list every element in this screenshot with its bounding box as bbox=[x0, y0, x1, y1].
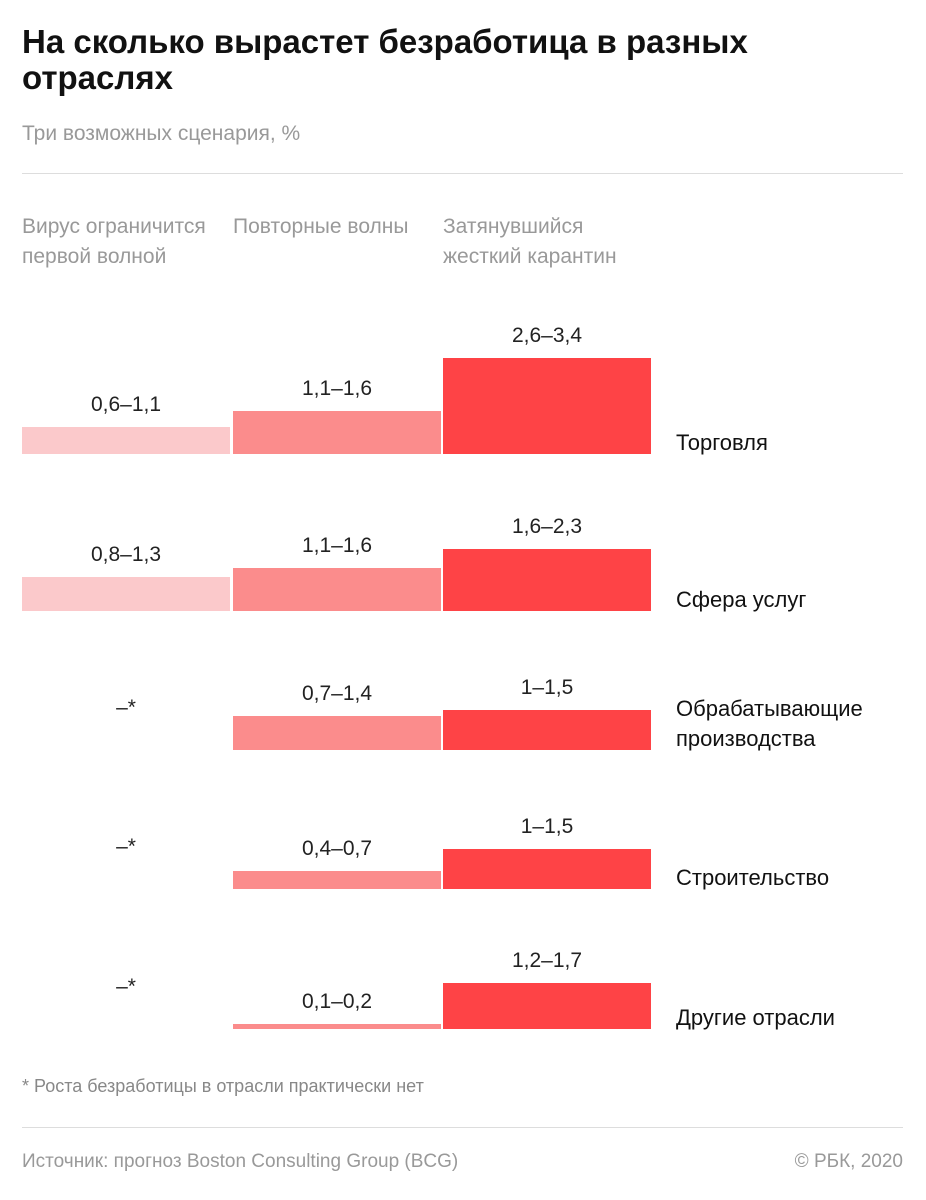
legend-header: Затянувшийся жесткий карантин bbox=[443, 215, 617, 268]
copyright: © РБК, 2020 bbox=[794, 1151, 903, 1172]
category-label: Обрабатывающие производства bbox=[676, 696, 863, 751]
bar bbox=[443, 982, 651, 1029]
value-label: 1,1–1,6 bbox=[301, 533, 373, 557]
chart-subtitle: Три возможных сценария, % bbox=[22, 122, 301, 145]
bar bbox=[233, 871, 441, 889]
chart-title: На сколько вырастет безработица в разных… bbox=[22, 23, 748, 96]
bar bbox=[443, 710, 651, 750]
category-label: Другие отрасли bbox=[676, 1005, 835, 1030]
divider bbox=[22, 173, 903, 174]
value-label: 1,2–1,7 bbox=[511, 948, 583, 972]
bar bbox=[443, 358, 651, 454]
value-label: 1–1,5 bbox=[520, 676, 574, 699]
divider bbox=[22, 1127, 903, 1128]
value-label: 0,1–0,2 bbox=[301, 990, 373, 1014]
legend-header: Вирус ограничится первой волной bbox=[22, 215, 206, 268]
bar bbox=[233, 716, 441, 750]
value-label: 1,1–1,6 bbox=[301, 376, 373, 400]
value-label: 2,6–3,4 bbox=[511, 324, 583, 347]
bar bbox=[22, 426, 230, 454]
value-label: 1–1,5 bbox=[520, 815, 574, 838]
value-label: 0,8–1,3 bbox=[90, 543, 162, 567]
value-label: –* bbox=[116, 835, 136, 858]
value-label: 0,4–0,7 bbox=[301, 837, 373, 861]
value-label: –* bbox=[116, 696, 136, 719]
value-label: 0,6–1,1 bbox=[90, 392, 162, 416]
bar bbox=[443, 849, 651, 889]
bar bbox=[443, 548, 651, 611]
footnote: * Роста безработицы в отрасли практическ… bbox=[22, 1076, 424, 1096]
bar bbox=[22, 577, 230, 611]
category-label: Строительство bbox=[676, 865, 830, 890]
bar bbox=[233, 410, 441, 454]
bar bbox=[233, 1024, 441, 1029]
category-label: Сфера услуг bbox=[676, 587, 807, 612]
value-label: 0,7–1,4 bbox=[301, 682, 373, 706]
value-label: –* bbox=[116, 975, 136, 998]
value-label: 1,6–2,3 bbox=[511, 514, 583, 538]
category-label: Торговля bbox=[676, 430, 768, 455]
source: Источник: прогноз Boston Consulting Grou… bbox=[22, 1151, 459, 1172]
legend-header: Повторные волны bbox=[233, 215, 409, 238]
bar bbox=[233, 567, 441, 611]
